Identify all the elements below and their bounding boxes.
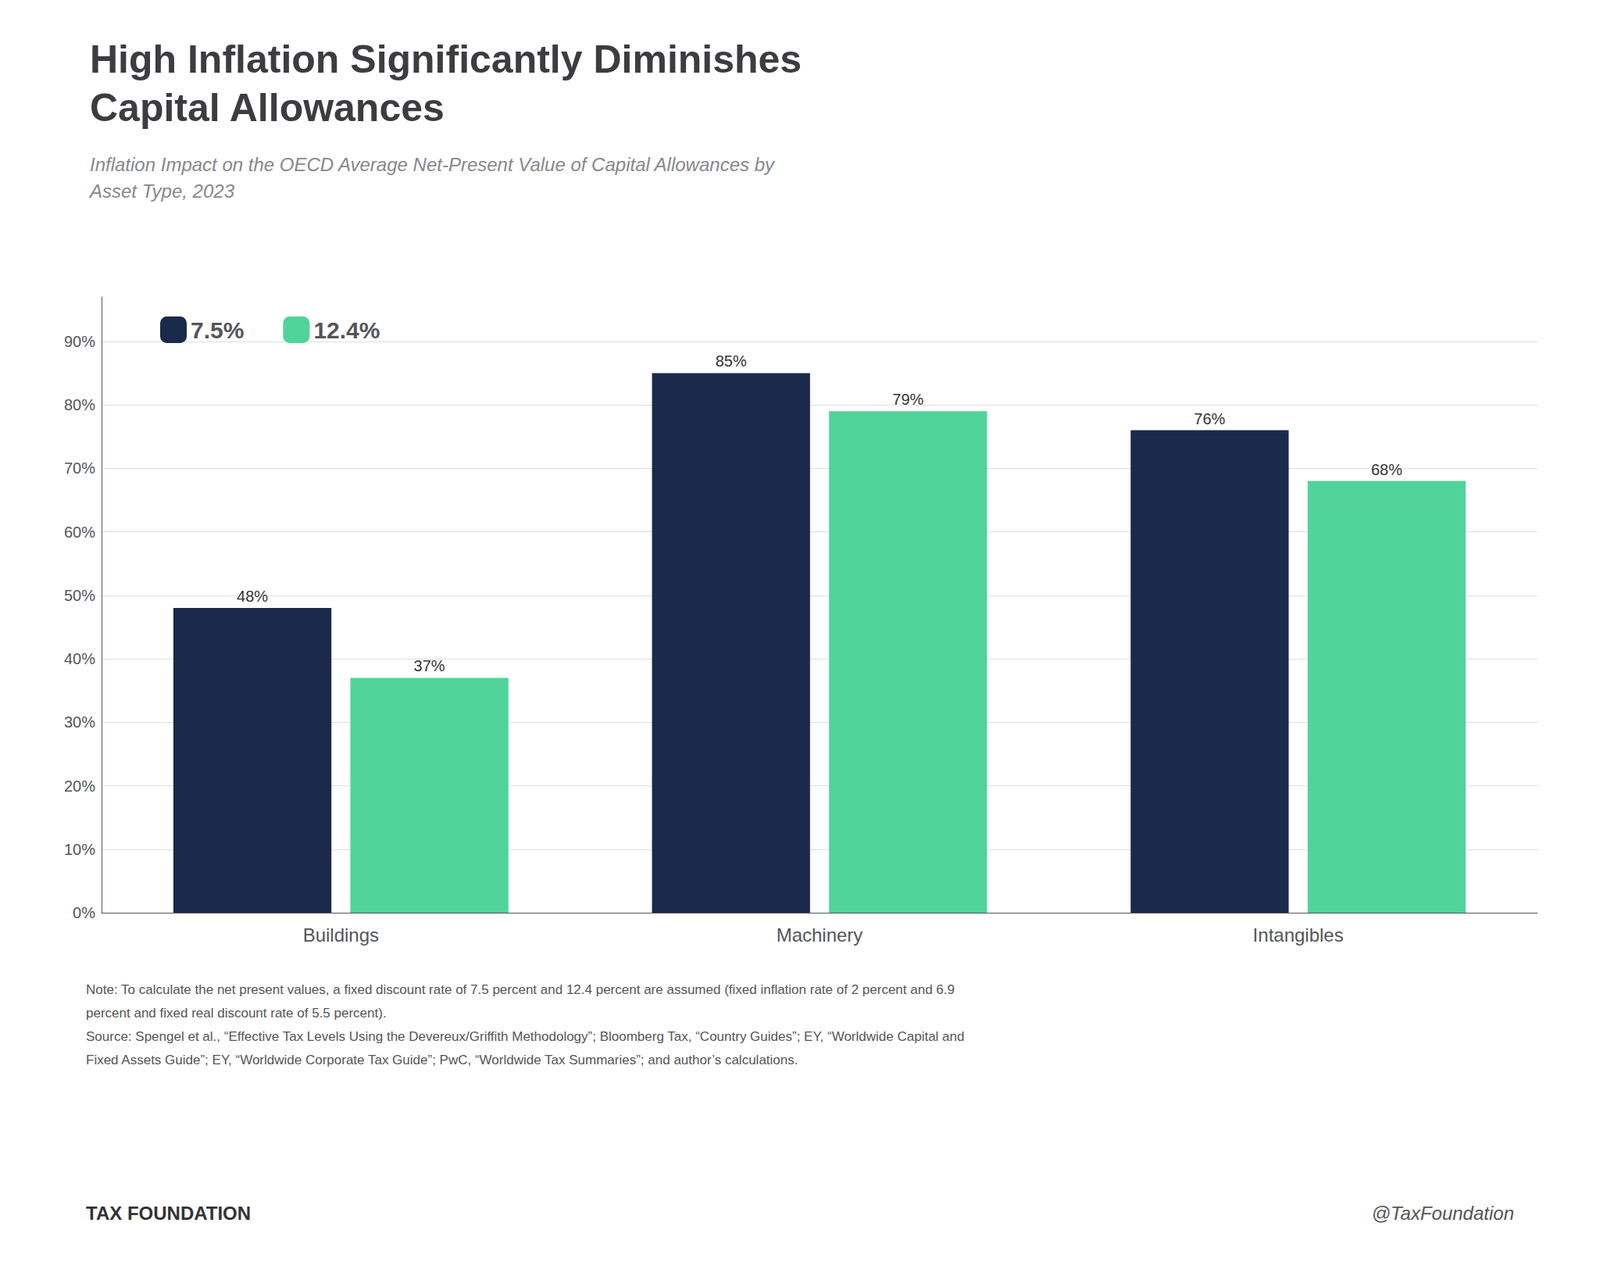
- svg-text:Fixed Assets Guide”; EY, “Worl: Fixed Assets Guide”; EY, “Worldwide Corp…: [85, 1052, 798, 1068]
- svg-text:7.5%: 7.5%: [190, 317, 244, 343]
- svg-text:Buildings: Buildings: [303, 924, 379, 946]
- svg-text:70%: 70%: [64, 459, 96, 477]
- svg-text:79%: 79%: [892, 390, 924, 408]
- svg-text:90%: 90%: [64, 332, 96, 350]
- svg-text:Asset Type, 2023: Asset Type, 2023: [88, 180, 236, 202]
- svg-text:12.4%: 12.4%: [313, 317, 380, 343]
- svg-text:37%: 37%: [414, 657, 446, 675]
- svg-text:40%: 40%: [64, 650, 96, 668]
- svg-text:30%: 30%: [64, 713, 96, 731]
- svg-text:Note: To calculate the net pre: Note: To calculate the net present value…: [85, 982, 955, 997]
- svg-text:Inflation Impact on the OECD A: Inflation Impact on the OECD Average Net…: [89, 153, 776, 175]
- svg-text:Source: Spengel et al., “Effec: Source: Spengel et al., “Effective Tax L…: [85, 1028, 965, 1044]
- svg-text:10%: 10%: [64, 840, 96, 858]
- svg-text:20%: 20%: [64, 777, 96, 795]
- svg-text:percent and fixed real discoun: percent and fixed real discount rate of …: [85, 1005, 387, 1021]
- svg-text:68%: 68%: [1371, 460, 1403, 479]
- svg-text:0%: 0%: [72, 903, 96, 922]
- svg-text:80%: 80%: [64, 396, 96, 414]
- svg-text:50%: 50%: [64, 586, 96, 604]
- svg-text:48%: 48%: [236, 587, 268, 605]
- svg-text:Capital Allowances: Capital Allowances: [89, 85, 445, 130]
- svg-text:85%: 85%: [715, 352, 747, 370]
- svg-text:60%: 60%: [64, 523, 96, 541]
- svg-text:TAX FOUNDATION: TAX FOUNDATION: [85, 1202, 251, 1224]
- svg-text:Intangibles: Intangibles: [1253, 924, 1344, 946]
- svg-text:Machinery: Machinery: [776, 924, 864, 946]
- svg-text:@TaxFoundation: @TaxFoundation: [1371, 1202, 1515, 1224]
- svg-text:High Inflation Significantly D: High Inflation Significantly Diminishes: [89, 37, 802, 82]
- svg-text:76%: 76%: [1193, 410, 1225, 428]
